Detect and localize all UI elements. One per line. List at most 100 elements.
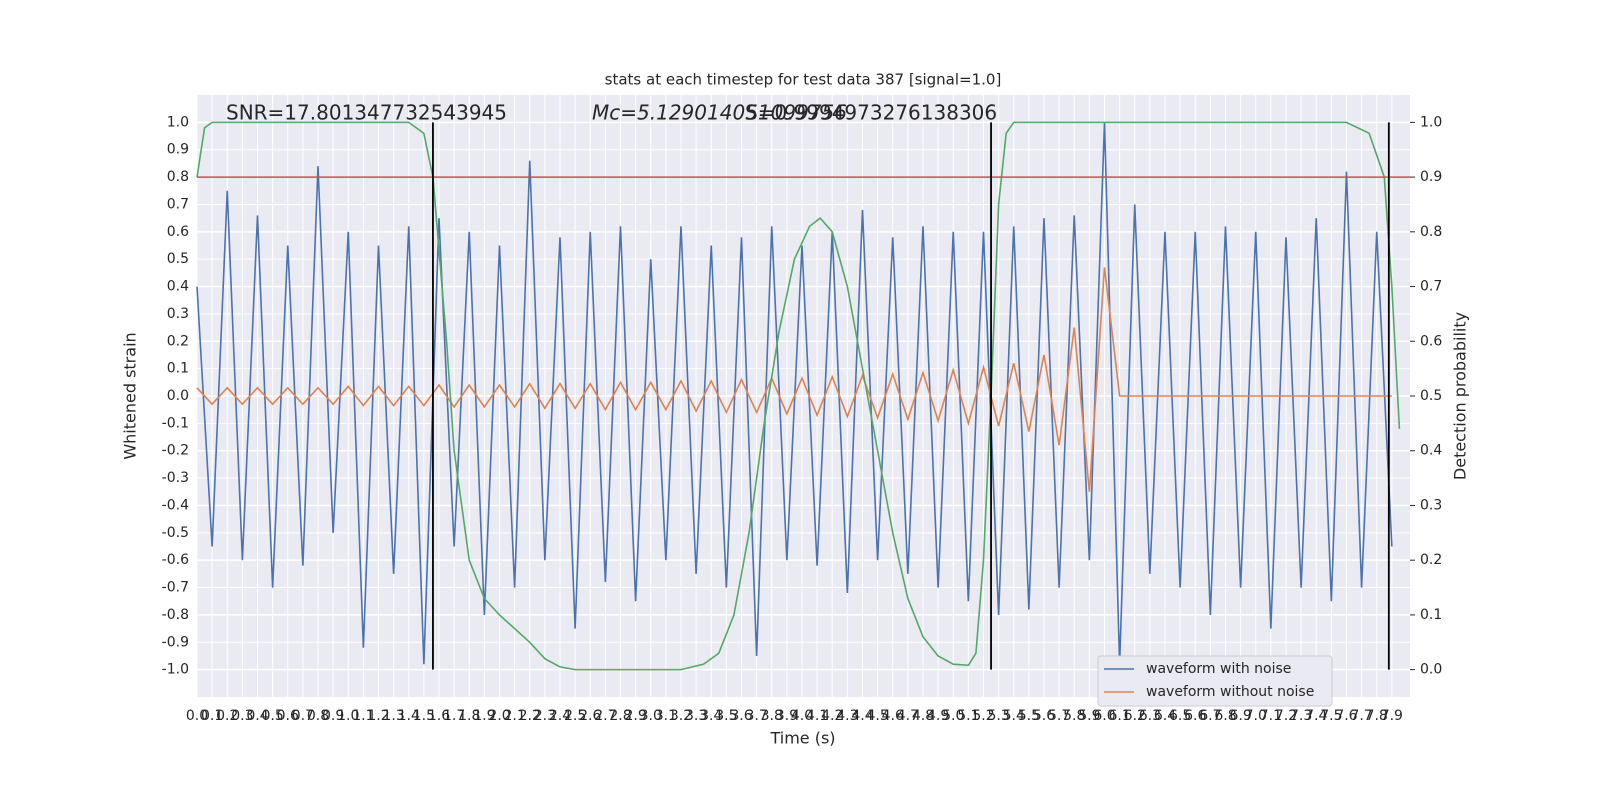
x-tick-label: 5.6 xyxy=(1033,708,1055,724)
x-tick-label: 3.6 xyxy=(730,708,752,724)
y-axis-label: Whitened strain xyxy=(121,332,140,459)
x-tick-label: 7.2 xyxy=(1275,708,1297,724)
y2-tick-label: 1.0 xyxy=(1420,114,1442,130)
x-tick-label: 5.2 xyxy=(972,708,994,724)
x-tick-label: 1.8 xyxy=(458,708,480,724)
x-tick-label: 7.7 xyxy=(1350,708,1372,724)
y-tick-label: -0.2 xyxy=(162,443,189,459)
x-tick-label: 4.3 xyxy=(836,708,858,724)
y-tick-label: 0.6 xyxy=(167,224,189,240)
annotation: Mc=5.129014051099756 xyxy=(592,101,847,125)
y-tick-label: -0.1 xyxy=(162,415,189,431)
x-tick-label: 0.2 xyxy=(216,708,238,724)
y-tick-label: -0.8 xyxy=(162,607,189,623)
annotation: S=0.9994973276138306 xyxy=(745,101,997,125)
x-tick-label: 4.8 xyxy=(912,708,934,724)
x-tick-label: 5.4 xyxy=(1003,708,1025,724)
x-tick-label: 1.6 xyxy=(428,708,450,724)
x-tick-label: 2.5 xyxy=(564,708,586,724)
x-tick-label: 3.4 xyxy=(700,708,722,724)
y2-axis-label: Detection probability xyxy=(1451,312,1470,480)
x-tick-label: 4.9 xyxy=(927,708,949,724)
x-tick-label: 3.9 xyxy=(776,708,798,724)
legend-label: waveform with noise xyxy=(1146,661,1291,677)
y2-tick-label: 0.3 xyxy=(1420,497,1442,513)
y2-tick-label: 0.6 xyxy=(1420,333,1442,349)
x-tick-label: 6.3 xyxy=(1139,708,1161,724)
x-tick-label: 7.5 xyxy=(1320,708,1342,724)
x-tick-label: 5.5 xyxy=(1018,708,1040,724)
x-tick-label: 2.1 xyxy=(503,708,525,724)
x-tick-label: 4.7 xyxy=(897,708,919,724)
y2-tick-label: 0.2 xyxy=(1420,552,1442,568)
x-tick-label: 0.7 xyxy=(292,708,314,724)
x-tick-label: 3.0 xyxy=(640,708,662,724)
x-tick-label: 0.0 xyxy=(186,708,208,724)
y-tick-label: -0.4 xyxy=(162,497,189,513)
x-tick-label: 2.2 xyxy=(519,708,541,724)
y-tick-label: -0.9 xyxy=(162,634,189,650)
x-tick-label: 3.5 xyxy=(715,708,737,724)
x-tick-label: 5.0 xyxy=(942,708,964,724)
x-tick-label: 7.6 xyxy=(1335,708,1357,724)
x-axis-label: Time (s) xyxy=(769,729,835,748)
x-tick-label: 0.4 xyxy=(246,708,268,724)
series-line xyxy=(196,267,1392,492)
x-tick-label: 4.1 xyxy=(806,708,828,724)
x-tick-label: 0.9 xyxy=(322,708,344,724)
x-tick-label: 2.7 xyxy=(594,708,616,724)
x-tick-label: 1.4 xyxy=(398,708,420,724)
y2-tick-label: 0.4 xyxy=(1420,443,1442,459)
series-line xyxy=(196,122,1393,665)
y2-tick-label: 0.5 xyxy=(1420,388,1442,404)
x-tick-label: 7.8 xyxy=(1366,708,1388,724)
y-tick-label: 0.8 xyxy=(167,169,189,185)
y-tick-label: -0.3 xyxy=(162,470,189,486)
legend-label: waveform without noise xyxy=(1146,684,1314,700)
x-tick-label: 2.6 xyxy=(579,708,601,724)
x-tick-label: 4.2 xyxy=(821,708,843,724)
x-tick-label: 5.9 xyxy=(1078,708,1100,724)
chart-title: stats at each timestep for test data 387… xyxy=(605,71,1002,89)
y-tick-label: 0.2 xyxy=(167,333,189,349)
x-tick-label: 7.9 xyxy=(1381,708,1403,724)
x-tick-label: 1.9 xyxy=(473,708,495,724)
y2-tick-label: 0.8 xyxy=(1420,224,1442,240)
x-tick-label: 6.1 xyxy=(1108,708,1130,724)
x-tick-label: 2.9 xyxy=(624,708,646,724)
y-tick-label: 0.1 xyxy=(167,361,189,377)
x-tick-label: 1.0 xyxy=(337,708,359,724)
x-tick-label: 6.9 xyxy=(1229,708,1251,724)
x-tick-label: 0.1 xyxy=(201,708,223,724)
y-tick-label: 0.3 xyxy=(167,306,189,322)
x-tick-label: 3.8 xyxy=(761,708,783,724)
x-tick-label: 0.6 xyxy=(277,708,299,724)
x-tick-label: 7.3 xyxy=(1290,708,1312,724)
x-tick-label: 3.2 xyxy=(670,708,692,724)
y-tick-label: -0.6 xyxy=(162,552,189,568)
y-tick-label: -1.0 xyxy=(162,662,189,678)
y-tick-label: 0.5 xyxy=(167,251,189,267)
x-tick-label: 5.1 xyxy=(957,708,979,724)
x-tick-label: 1.1 xyxy=(352,708,374,724)
x-tick-label: 1.5 xyxy=(413,708,435,724)
x-tick-label: 6.7 xyxy=(1199,708,1221,724)
x-tick-label: 5.3 xyxy=(987,708,1009,724)
series-line xyxy=(196,121,1401,671)
x-tick-label: 6.8 xyxy=(1214,708,1236,724)
x-tick-label: 1.2 xyxy=(367,708,389,724)
y2-tick-label: 0.9 xyxy=(1420,169,1442,185)
x-tick-label: 2.4 xyxy=(549,708,571,724)
x-tick-label: 4.6 xyxy=(882,708,904,724)
x-tick-label: 6.0 xyxy=(1093,708,1115,724)
x-tick-label: 3.7 xyxy=(745,708,767,724)
x-tick-label: 6.5 xyxy=(1169,708,1191,724)
x-tick-label: 7.0 xyxy=(1245,708,1267,724)
y-tick-label: 0.4 xyxy=(167,279,189,295)
y-tick-label: 0.9 xyxy=(167,142,189,158)
x-tick-label: 6.2 xyxy=(1124,708,1146,724)
x-tick-label: 1.7 xyxy=(443,708,465,724)
x-tick-label: 6.6 xyxy=(1184,708,1206,724)
